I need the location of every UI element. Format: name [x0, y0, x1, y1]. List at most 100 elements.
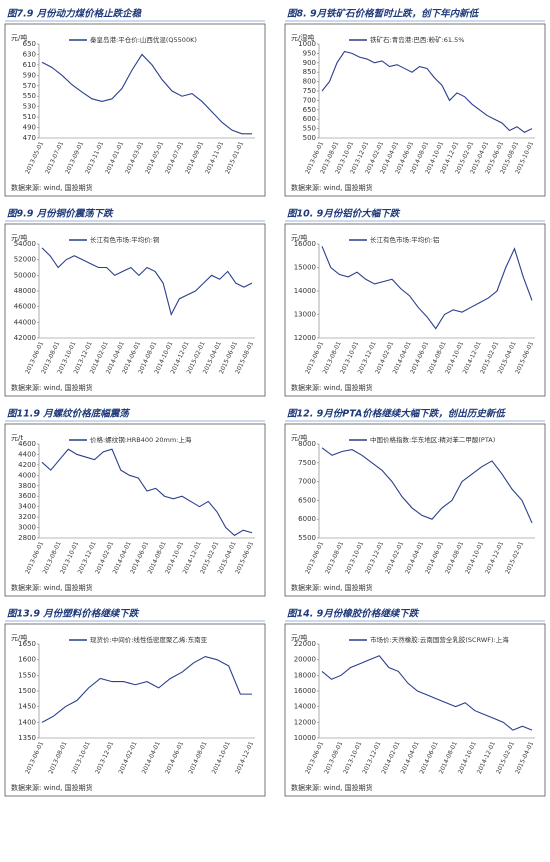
y-tick-label: 50000 — [14, 271, 36, 279]
price-line — [41, 448, 253, 537]
y-tick-label: 900 — [303, 59, 316, 67]
figure-caption: 图9.9 月份铜价震荡下跌 — [7, 208, 114, 220]
x-tick-label: 2014-04-01 — [400, 740, 421, 775]
price-line — [321, 655, 533, 731]
y-tick-label: 530 — [23, 103, 36, 111]
y-tick-label: 850 — [303, 68, 316, 76]
unit-label: 元/湿吨 — [291, 33, 314, 42]
y-tick-label: 3000 — [18, 524, 36, 532]
x-tick-label: 2013-07-01 — [44, 140, 65, 175]
chart-frame — [4, 623, 266, 797]
y-tick-label: 3400 — [18, 503, 36, 511]
y-tick-label: 1400 — [18, 718, 36, 726]
source-note: 数据来源: wind, 国投期货 — [11, 383, 93, 392]
unit-label: 元/吨 — [291, 433, 307, 442]
figure-caption: 图11.9 月螺纹价格底幅震荡 — [7, 408, 131, 420]
x-tick-label: 2015-01-01 — [224, 140, 245, 175]
x-tick-label: 2014-08-01 — [438, 740, 459, 775]
y-tick-label: 6000 — [298, 515, 316, 523]
legend-label: 中国价格指数:华东地区:精对苯二甲酸(PTA) — [370, 435, 495, 444]
y-tick-label: 42000 — [14, 334, 36, 342]
x-tick-label: 2014-04-01 — [141, 740, 162, 775]
figure-caption: 图12. 9月份PTA价格继续大幅下跌，创出历史新低 — [287, 408, 506, 420]
source-note: 数据来源: wind, 国投期货 — [291, 583, 373, 592]
x-tick-label: 2013-10-01 — [71, 740, 92, 775]
x-tick-label: 2014-10-01 — [457, 740, 478, 775]
legend-label: 市场价:天然橡胶:云南国营全乳胶(SCRWF):上海 — [370, 635, 509, 644]
legend-label: 秦皇岛港:平仓价:山西优混(Q5500K) — [90, 35, 197, 44]
source-note: 数据来源: wind, 国投期货 — [291, 183, 373, 192]
x-tick-label: 2013-10-01 — [344, 540, 365, 575]
legend-label: 价格:螺纹钢:HRB400 20mm:上海 — [90, 435, 192, 444]
x-tick-label: 2014-10-01 — [464, 540, 485, 575]
chart-frame — [284, 423, 546, 597]
x-tick-label: 2015-02-01 — [504, 540, 525, 575]
y-tick-label: 14000 — [294, 703, 316, 711]
x-tick-label: 2014-02-01 — [380, 740, 401, 775]
x-tick-label: 2014-07-01 — [164, 140, 185, 175]
y-tick-label: 10000 — [294, 734, 316, 742]
legend-label: 现货价:中间价:线性低密度聚乙烯:东南亚 — [90, 635, 208, 644]
x-tick-label: 2014-01-01 — [104, 140, 125, 175]
y-tick-label: 18000 — [294, 671, 316, 679]
x-tick-label: 2013-10-01 — [342, 740, 363, 775]
x-tick-label: 2014-12-01 — [234, 740, 255, 775]
unit-label: 元/吨 — [11, 233, 27, 242]
x-tick-label: 2014-06-01 — [164, 740, 185, 775]
x-tick-label: 2013-05-01 — [24, 140, 45, 175]
unit-label: 元/吨 — [291, 233, 307, 242]
legend-label: 长江有色市场:平均价:铜 — [90, 235, 160, 244]
y-tick-label: 13000 — [294, 311, 316, 319]
x-tick-label: 2013-11-01 — [84, 140, 105, 175]
x-tick-label: 2013-08-01 — [324, 540, 345, 575]
y-tick-label: 550 — [23, 92, 36, 100]
y-tick-label: 1000 — [298, 40, 316, 48]
y-tick-label: 3800 — [18, 482, 36, 490]
x-tick-label: 2015-06-01 — [234, 540, 255, 575]
y-tick-label: 650 — [303, 106, 316, 114]
y-tick-label: 6500 — [298, 496, 316, 504]
x-tick-label: 2015-06-01 — [514, 340, 535, 375]
x-tick-label: 2013-06-01 — [24, 740, 45, 775]
x-tick-label: 2014-08-01 — [187, 740, 208, 775]
y-tick-label: 590 — [23, 71, 36, 79]
y-tick-label: 15000 — [294, 264, 316, 272]
x-tick-label: 2014-04-01 — [404, 540, 425, 575]
y-tick-label: 54000 — [14, 240, 36, 248]
source-note: 数据来源: wind, 国投期货 — [11, 583, 93, 592]
legend-label: 长江有色市场:平均价:铝 — [370, 235, 439, 244]
y-tick-label: 7500 — [298, 459, 316, 467]
chart-frame — [4, 223, 266, 397]
x-tick-label: 2013-06-01 — [304, 540, 325, 575]
x-tick-label: 2014-02-01 — [117, 740, 138, 775]
x-tick-label: 2014-06-01 — [424, 540, 445, 575]
y-tick-label: 52000 — [14, 256, 36, 264]
x-tick-label: 2015-02-01 — [495, 740, 516, 775]
x-tick-label: 2013-08-01 — [47, 740, 68, 775]
y-tick-label: 630 — [23, 50, 36, 58]
source-note: 数据来源: wind, 国投期货 — [11, 183, 93, 192]
figure-caption: 图7.9 月份动力煤价格止跌企稳 — [7, 8, 143, 20]
price-line — [321, 447, 533, 524]
chart-frame — [284, 223, 546, 397]
y-tick-label: 570 — [23, 82, 36, 90]
y-tick-label: 44000 — [14, 318, 36, 326]
unit-label: 元/吨 — [11, 33, 27, 42]
y-tick-label: 550 — [303, 125, 316, 133]
x-tick-label: 2013-06-01 — [304, 740, 325, 775]
figure-caption: 图14. 9月份橡胶价格继续下跌 — [287, 608, 420, 620]
figure-caption: 图13.9 月份塑料价格继续下跌 — [7, 608, 140, 620]
y-tick-label: 14000 — [294, 287, 316, 295]
chart-frame — [4, 423, 266, 597]
y-tick-label: 610 — [23, 61, 36, 69]
chart-frame — [4, 23, 266, 197]
x-tick-label: 2014-12-01 — [476, 740, 497, 775]
x-tick-label: 2014-09-01 — [184, 140, 205, 175]
x-tick-label: 2013-08-01 — [323, 740, 344, 775]
y-tick-label: 1650 — [18, 640, 36, 648]
y-tick-label: 1600 — [18, 656, 36, 664]
unit-label: 元/吨 — [11, 633, 27, 642]
x-tick-label: 2014-11-01 — [204, 140, 225, 175]
y-tick-label: 4600 — [18, 440, 36, 448]
